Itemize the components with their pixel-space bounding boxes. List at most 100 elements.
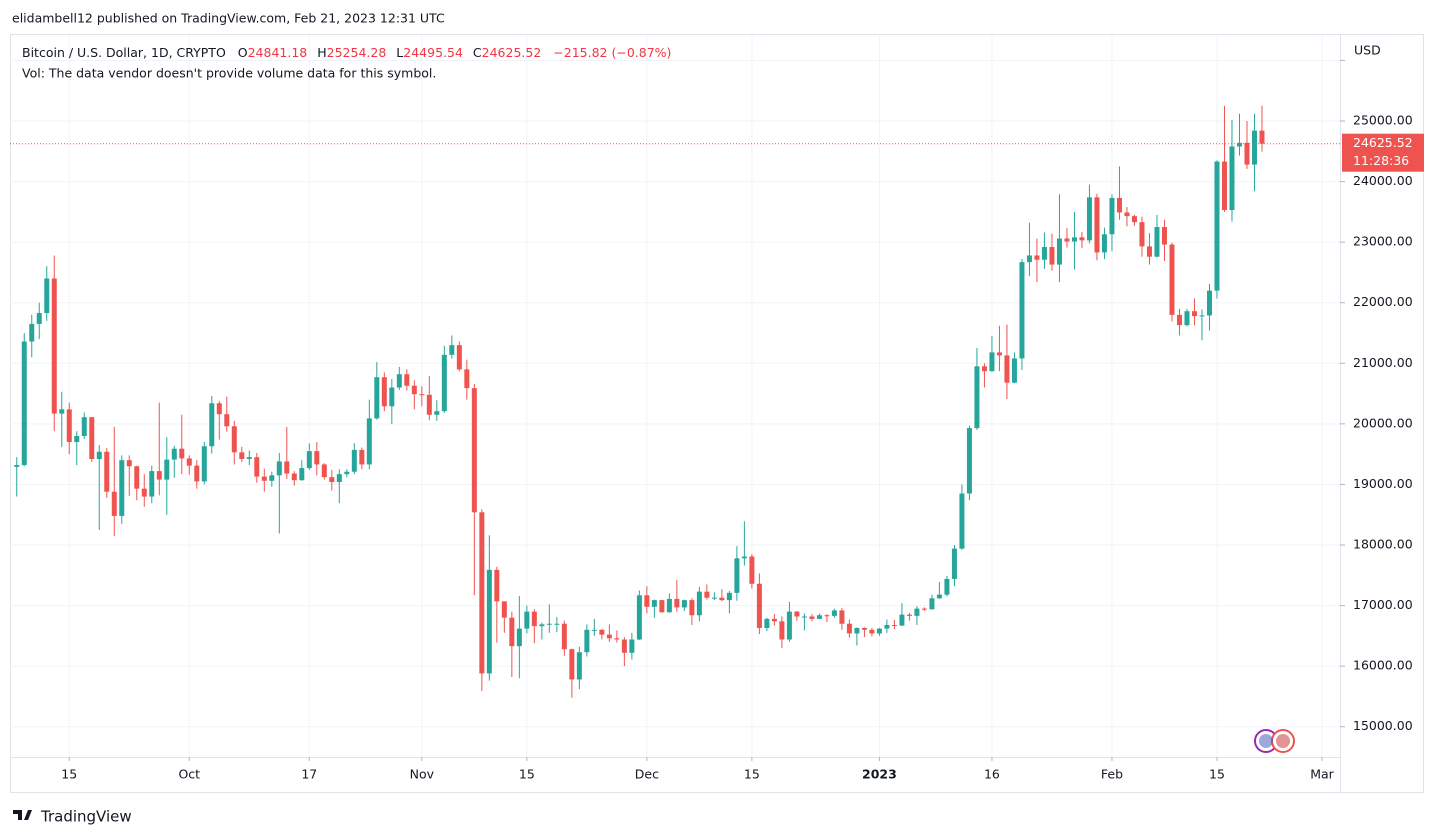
candle-body <box>726 592 732 601</box>
candle-body <box>1191 311 1197 317</box>
footer-text: TradingView <box>40 808 132 826</box>
candle-body <box>966 428 972 494</box>
candle-body <box>914 608 920 616</box>
candle-body <box>404 374 410 386</box>
candle-body <box>1011 358 1017 383</box>
x-tick-label: 2023 <box>862 767 897 782</box>
price-label-box <box>1342 133 1424 172</box>
candle-body <box>66 409 72 443</box>
y-tick-label: 21000.00 <box>1353 355 1413 370</box>
candle-body <box>666 598 672 613</box>
candle-body <box>179 448 185 459</box>
candle-body <box>606 634 612 639</box>
candle-body <box>1169 244 1175 315</box>
candle-body <box>336 474 342 483</box>
candle-body <box>839 610 845 624</box>
candle-body <box>831 610 837 616</box>
candle-body <box>74 435 80 443</box>
candle-body <box>1094 197 1100 253</box>
candle-body <box>464 369 470 389</box>
candle-body <box>1161 227 1167 245</box>
candle-body <box>719 597 725 601</box>
candle-body <box>734 558 740 593</box>
candle-body <box>816 615 822 619</box>
candle-body <box>411 385 417 395</box>
candle-body <box>749 556 755 584</box>
candle-body <box>471 388 477 513</box>
candle-body <box>854 627 860 634</box>
candle-body <box>216 403 222 415</box>
y-tick-label: 16000.00 <box>1353 658 1413 673</box>
candle-body <box>741 556 747 559</box>
candle-body <box>516 628 522 647</box>
x-tick-label: 15 <box>1209 767 1225 782</box>
x-tick-label: Nov <box>410 767 435 782</box>
candle-body <box>629 639 635 653</box>
x-tick-label: Feb <box>1101 767 1123 782</box>
candle-body <box>1071 237 1077 242</box>
candle-body <box>134 466 140 489</box>
candle-body <box>1086 197 1092 241</box>
candle-body <box>51 278 57 414</box>
candle-body <box>1251 130 1257 165</box>
candles <box>10 105 1340 698</box>
candle-body <box>1139 222 1145 247</box>
x-tick-label: 15 <box>61 767 77 782</box>
candle-body <box>486 569 492 674</box>
candle-body <box>1199 315 1205 317</box>
candle-body <box>314 451 320 465</box>
candle-body <box>1004 355 1010 383</box>
candle-body <box>396 374 402 388</box>
candle-body <box>164 459 170 480</box>
candle-body <box>1064 238 1070 242</box>
y-tick-label: 23000.00 <box>1353 234 1413 249</box>
candle-body <box>681 600 687 608</box>
y-tick-label: 19000.00 <box>1353 476 1413 491</box>
candle-body <box>494 569 500 602</box>
candle-body <box>126 460 132 467</box>
candle-body <box>374 377 380 419</box>
ohlc-key: L <box>396 45 403 60</box>
y-tick-label: 20000.00 <box>1353 415 1413 430</box>
candle-body <box>96 451 102 459</box>
candle-body <box>1236 142 1242 147</box>
candle-body <box>509 617 515 647</box>
candle-body <box>306 451 312 469</box>
candle-body <box>209 403 215 447</box>
candle-body <box>246 457 252 459</box>
candle-body <box>291 473 297 481</box>
candle-body <box>576 652 582 680</box>
candle-body <box>711 597 717 599</box>
candle-body <box>119 460 125 516</box>
candle-body <box>944 578 950 595</box>
candle-body <box>269 475 275 481</box>
candle-body <box>1056 238 1062 265</box>
candle-body <box>1259 130 1265 144</box>
candle-body <box>1214 161 1220 291</box>
y-tick-label: 22000.00 <box>1353 294 1413 309</box>
candle-body <box>141 488 147 497</box>
candle-body <box>539 624 545 627</box>
candle-body <box>1026 255 1032 263</box>
candle-body <box>1131 216 1137 223</box>
candle-body <box>569 649 575 680</box>
candle-body <box>1176 314 1182 326</box>
candle-body <box>156 471 162 480</box>
candle-body <box>779 621 785 640</box>
candle-body <box>14 465 20 467</box>
candle-body <box>921 608 927 610</box>
ohlc-value: 25254.28 <box>327 45 387 60</box>
candle-body <box>884 624 890 629</box>
candle-body <box>231 426 237 453</box>
candle-body <box>1034 255 1040 260</box>
grid <box>10 35 1340 757</box>
candle-body <box>111 491 117 516</box>
candle-body <box>861 627 867 630</box>
legend-line: Bitcoin / U.S. Dollar, 1D, CRYPTO O24841… <box>22 45 671 60</box>
candle-body <box>809 616 815 619</box>
candle-body <box>651 600 657 607</box>
ohlc-key: H <box>317 45 326 60</box>
candle-body <box>614 638 620 640</box>
candle-body <box>959 493 965 549</box>
candle-body <box>171 448 177 460</box>
